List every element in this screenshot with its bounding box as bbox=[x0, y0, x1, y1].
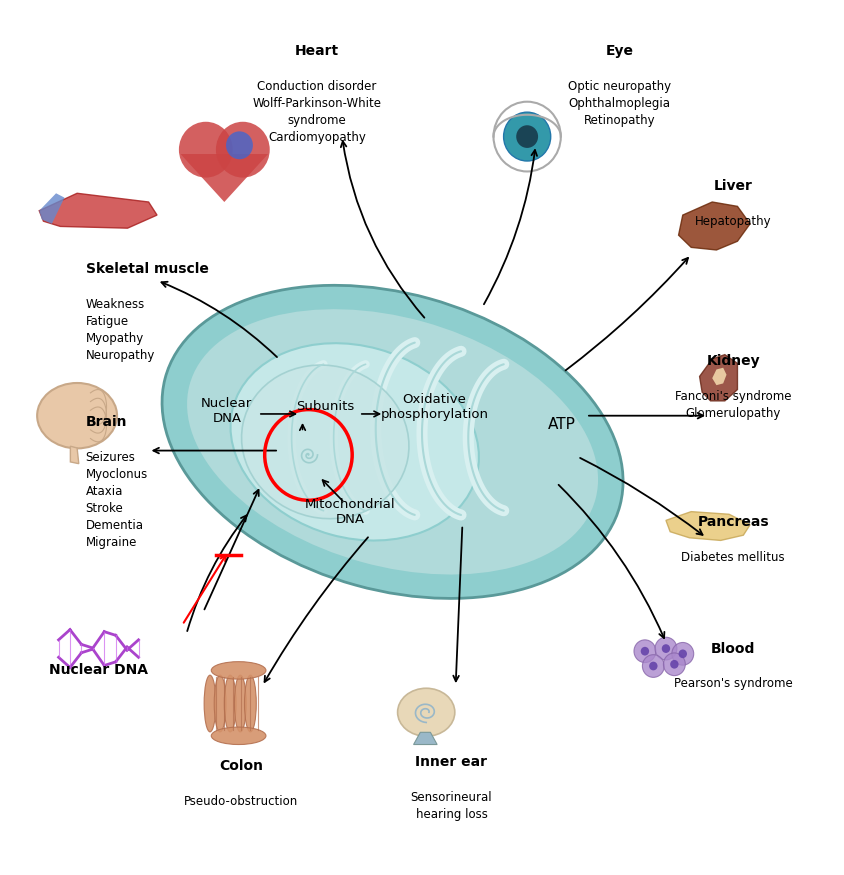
Text: Nuclear DNA: Nuclear DNA bbox=[49, 663, 148, 677]
Circle shape bbox=[642, 654, 664, 677]
Text: Seizures
Myoclonus
Ataxia
Stroke
Dementia
Migraine: Seizures Myoclonus Ataxia Stroke Dementi… bbox=[85, 451, 148, 549]
Text: Liver: Liver bbox=[714, 179, 753, 193]
Ellipse shape bbox=[245, 676, 257, 732]
Text: Pearson's syndrome: Pearson's syndrome bbox=[674, 677, 793, 690]
Ellipse shape bbox=[214, 676, 226, 732]
Text: Weakness
Fatigue
Myopathy
Neuropathy: Weakness Fatigue Myopathy Neuropathy bbox=[85, 298, 155, 362]
Ellipse shape bbox=[225, 676, 236, 732]
Ellipse shape bbox=[187, 309, 598, 575]
Circle shape bbox=[662, 644, 670, 653]
Text: Skeletal muscle: Skeletal muscle bbox=[85, 262, 208, 276]
Ellipse shape bbox=[241, 365, 409, 519]
Text: Colon: Colon bbox=[219, 760, 263, 774]
Circle shape bbox=[649, 662, 657, 670]
Text: Pseudo-obstruction: Pseudo-obstruction bbox=[184, 795, 298, 808]
Text: Fanconi's syndrome
Glomerulopathy: Fanconi's syndrome Glomerulopathy bbox=[675, 389, 792, 419]
Circle shape bbox=[634, 640, 656, 662]
Ellipse shape bbox=[230, 343, 479, 541]
Circle shape bbox=[655, 637, 677, 660]
Polygon shape bbox=[70, 446, 78, 464]
Polygon shape bbox=[181, 154, 268, 202]
Circle shape bbox=[226, 131, 253, 159]
Polygon shape bbox=[700, 354, 738, 401]
Text: Heart: Heart bbox=[295, 44, 339, 58]
Text: Optic neuropathy
Ophthalmoplegia
Retinopathy: Optic neuropathy Ophthalmoplegia Retinop… bbox=[568, 80, 671, 127]
Ellipse shape bbox=[235, 676, 246, 732]
Polygon shape bbox=[39, 193, 64, 224]
Polygon shape bbox=[712, 368, 727, 385]
Text: Inner ear: Inner ear bbox=[415, 755, 488, 769]
Circle shape bbox=[672, 642, 694, 665]
Text: Hepatopathy: Hepatopathy bbox=[695, 215, 771, 228]
Ellipse shape bbox=[211, 727, 266, 745]
Text: Pancreas: Pancreas bbox=[697, 515, 769, 529]
Text: Blood: Blood bbox=[711, 641, 755, 655]
Text: Kidney: Kidney bbox=[706, 354, 760, 367]
Text: Oxidative
phosphorylation: Oxidative phosphorylation bbox=[381, 393, 489, 421]
Text: Subunits: Subunits bbox=[296, 401, 354, 414]
Text: Eye: Eye bbox=[606, 44, 634, 58]
Circle shape bbox=[504, 112, 550, 161]
Polygon shape bbox=[414, 732, 437, 745]
Circle shape bbox=[663, 653, 685, 676]
Ellipse shape bbox=[398, 689, 455, 736]
Circle shape bbox=[670, 660, 679, 668]
Circle shape bbox=[179, 122, 233, 178]
Polygon shape bbox=[39, 193, 157, 228]
Polygon shape bbox=[679, 202, 750, 250]
Text: Mitochondrial
DNA: Mitochondrial DNA bbox=[306, 498, 396, 526]
Ellipse shape bbox=[37, 383, 117, 448]
Circle shape bbox=[494, 102, 560, 172]
Polygon shape bbox=[666, 512, 750, 541]
Ellipse shape bbox=[162, 285, 623, 598]
Circle shape bbox=[679, 649, 687, 658]
Text: Conduction disorder
Wolff-Parkinson-White
syndrome
Cardiomyopathy: Conduction disorder Wolff-Parkinson-Whit… bbox=[252, 80, 381, 144]
Circle shape bbox=[641, 647, 649, 655]
Circle shape bbox=[216, 122, 270, 178]
Circle shape bbox=[517, 125, 538, 148]
Text: Brain: Brain bbox=[85, 415, 127, 429]
Text: Diabetes mellitus: Diabetes mellitus bbox=[681, 551, 785, 564]
Ellipse shape bbox=[204, 676, 216, 732]
Text: Sensorineural
hearing loss: Sensorineural hearing loss bbox=[411, 791, 492, 821]
Text: Nuclear
DNA: Nuclear DNA bbox=[201, 397, 252, 425]
Text: ATP: ATP bbox=[549, 416, 576, 432]
Ellipse shape bbox=[211, 662, 266, 679]
